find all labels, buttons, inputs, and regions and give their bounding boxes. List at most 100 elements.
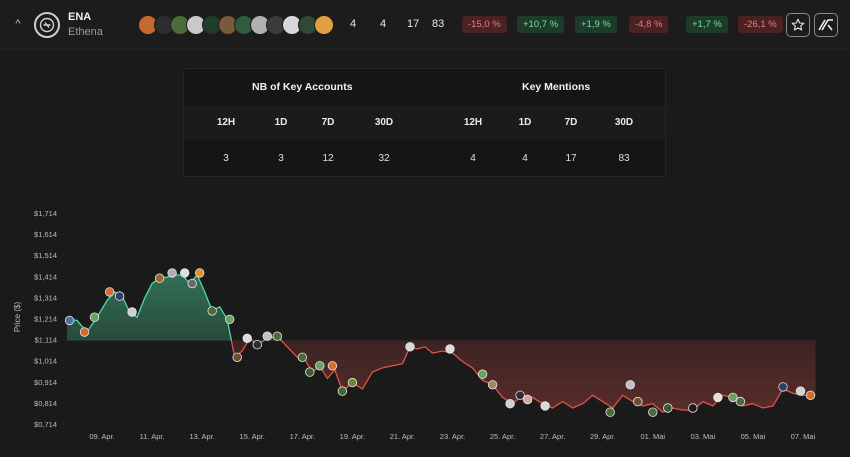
change-badge-5: +1,7 % [686, 16, 728, 33]
account-avatar-marker[interactable] [327, 361, 338, 371]
x-tick-label: 11. Apr. [140, 432, 165, 441]
account-avatar-marker[interactable] [315, 361, 325, 371]
account-avatar-marker[interactable] [89, 312, 100, 322]
account-avatar-marker[interactable] [104, 287, 115, 297]
x-tick-label: 27. Apr. [540, 432, 565, 441]
account-avatar-marker[interactable] [347, 377, 358, 388]
mentions-value-12h: 4 [470, 153, 476, 164]
y-tick-label: $1,314 [34, 293, 57, 302]
account-avatar-marker[interactable] [522, 394, 533, 405]
account-avatar-marker[interactable] [337, 386, 348, 396]
account-avatar-marker[interactable] [405, 342, 415, 352]
accounts-header-1d: 1D [274, 117, 288, 128]
account-avatar-marker[interactable] [252, 340, 262, 350]
account-avatar-marker[interactable] [187, 278, 197, 289]
account-avatar-marker[interactable] [540, 401, 550, 411]
count-7d: 17 [407, 18, 420, 30]
stats-header-band [184, 106, 665, 140]
account-avatar-marker[interactable] [79, 327, 90, 337]
account-avatar-marker[interactable] [805, 390, 816, 401]
account-avatar-marker[interactable] [297, 352, 308, 363]
x-tick-label: 21. Apr. [390, 432, 415, 441]
x-tick-label: 17. Apr. [290, 432, 315, 441]
brand-button[interactable] [814, 13, 838, 37]
account-avatar-marker[interactable] [224, 314, 235, 325]
y-tick-label: $1,614 [34, 230, 57, 239]
accounts-value-7d: 12 [322, 153, 334, 164]
account-avatar-marker[interactable] [648, 407, 658, 417]
account-avatar-marker[interactable] [127, 307, 137, 317]
avatar[interactable] [314, 15, 334, 35]
mentions-title: Key Mentions [522, 81, 591, 93]
account-avatar-marker[interactable] [625, 380, 636, 390]
account-avatar-marker[interactable] [154, 273, 165, 283]
price-chart[interactable]: $1,714 $1,614 $1,514 $1,414 $1,314 $1,214 $1,1… [0, 200, 850, 457]
mentions-value-30d: 83 [618, 153, 630, 164]
account-avatar-marker[interactable] [242, 333, 252, 344]
y-axis-ticks: $1,714 $1,614 $1,514 $1,414 $1,314 $1,214 $1,1… [34, 209, 57, 429]
ethena-logo-icon [34, 12, 60, 38]
accounts-header-7d: 7D [321, 117, 335, 128]
change-badge-2: +10,7 % [517, 16, 565, 33]
account-avatar-marker[interactable] [167, 268, 177, 278]
star-icon [791, 18, 805, 31]
x-tick-label: 01. Mai [640, 432, 665, 441]
accounts-header-30d: 30D [374, 117, 394, 128]
stats-table: NB of Key Accounts Key Mentions 12H 1D 7… [183, 68, 666, 177]
mentions-header-1d: 1D [518, 117, 532, 128]
y-tick-label: $1,214 [34, 315, 57, 324]
x-tick-label: 19. Apr. [340, 432, 365, 441]
account-avatar-marker[interactable] [194, 268, 205, 278]
account-avatar-marker[interactable] [778, 382, 788, 392]
favorite-button[interactable] [786, 13, 810, 37]
area-above-reference [67, 275, 816, 341]
brand-logo-icon [818, 19, 833, 31]
account-avatar-marker[interactable] [262, 331, 273, 341]
accounts-value-12h: 3 [223, 153, 229, 164]
key-account-avatars[interactable] [138, 15, 348, 37]
account-avatar-marker[interactable] [515, 390, 525, 401]
x-tick-label: 29. Apr. [590, 432, 615, 441]
chevron-up-icon[interactable]: ^ [15, 18, 21, 30]
account-avatar-marker[interactable] [207, 306, 217, 316]
token-name: Ethena [68, 26, 103, 38]
y-tick-label: $1,514 [34, 251, 57, 260]
y-tick-label: $0,714 [34, 420, 57, 429]
token-symbol: ENA [68, 11, 92, 23]
account-avatar-marker[interactable] [487, 380, 498, 390]
account-avatar-marker[interactable] [728, 392, 738, 403]
account-avatar-marker[interactable] [179, 268, 190, 278]
mentions-header-30d: 30D [614, 117, 634, 128]
change-badge-6: -26,1 % [738, 16, 783, 33]
count-1d: 4 [380, 18, 387, 30]
accounts-value-30d: 32 [378, 153, 390, 164]
count-12h: 4 [350, 18, 357, 30]
price-line-above [66, 273, 283, 341]
token-header: ^ ENA Ethena 4 4 17 83 -15,0 % +10,7 % +… [0, 0, 850, 50]
mention-markers[interactable] [64, 268, 816, 417]
account-avatar-marker[interactable] [232, 352, 242, 363]
account-avatar-marker[interactable] [114, 291, 125, 301]
x-tick-label: 05. Mai [741, 432, 766, 441]
account-avatar-marker[interactable] [64, 315, 75, 326]
account-avatar-marker[interactable] [688, 403, 698, 413]
account-avatar-marker[interactable] [713, 392, 723, 403]
account-avatar-marker[interactable] [605, 407, 615, 417]
y-tick-label: $1,714 [34, 209, 57, 218]
account-avatar-marker[interactable] [795, 386, 806, 396]
x-tick-label: 23. Apr. [440, 432, 465, 441]
account-avatar-marker[interactable] [272, 331, 283, 341]
mentions-header-7d: 7D [564, 117, 578, 128]
account-avatar-marker[interactable] [445, 344, 455, 354]
account-avatar-marker[interactable] [663, 403, 673, 413]
account-avatar-marker[interactable] [505, 399, 515, 409]
account-avatar-marker[interactable] [305, 367, 315, 377]
accounts-header-12h: 12H [216, 117, 236, 128]
account-avatar-marker[interactable] [477, 369, 488, 379]
x-tick-label: 13. Apr. [189, 432, 214, 441]
account-avatar-marker[interactable] [735, 396, 746, 407]
y-tick-label: $0,914 [34, 378, 57, 387]
account-avatar-marker[interactable] [633, 396, 643, 407]
x-tick-label: 15. Apr. [240, 432, 265, 441]
accounts-title: NB of Key Accounts [252, 81, 353, 93]
